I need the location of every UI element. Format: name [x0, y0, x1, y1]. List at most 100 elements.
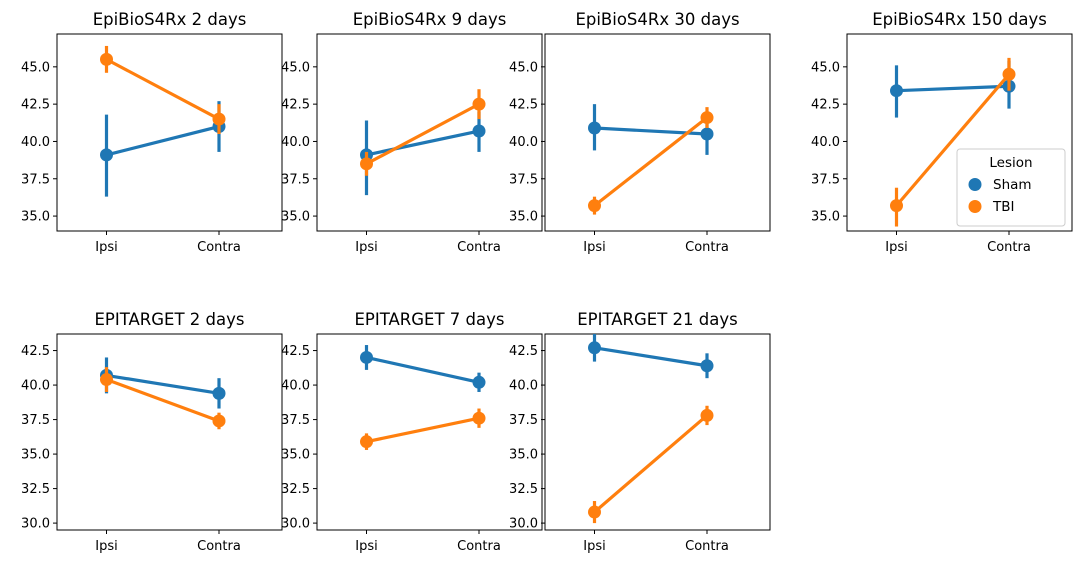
y-tick-label: 42.5 — [21, 344, 50, 359]
series-line — [593, 414, 709, 514]
chart-title: EpiBioS4Rx 9 days — [353, 10, 507, 29]
series-line — [105, 378, 220, 423]
data-point — [360, 435, 373, 449]
panel-3: EpiBioS4Rx 30 days 35.0 37.5 40.0 42.5 45.0 Ip… — [509, 10, 771, 255]
series-sham — [100, 101, 226, 197]
data-point — [360, 157, 373, 171]
x-tick-label: Contra — [685, 539, 729, 554]
legend-marker-sham — [968, 178, 982, 191]
series-line — [366, 355, 480, 384]
y-tick-label: 42.5 — [21, 98, 50, 113]
x-tick-label: Contra — [197, 539, 241, 554]
data-point — [100, 52, 113, 66]
series-line — [896, 84, 1010, 93]
plot-frame — [56, 333, 283, 531]
data-point — [588, 505, 601, 519]
x-tick-label: Ipsi — [885, 240, 907, 255]
y-tick-label: 32.5 — [281, 482, 310, 497]
x-tick-label: Contra — [457, 539, 501, 554]
y-tick-label: 37.5 — [21, 413, 50, 428]
y-tick-label: 45.0 — [21, 60, 50, 75]
data-point — [700, 408, 714, 422]
series-sham — [588, 104, 714, 155]
y-tick-label: 45.0 — [811, 60, 840, 75]
x-tick-label: Ipsi — [583, 240, 605, 255]
data-point — [360, 350, 373, 364]
plot-frame — [544, 33, 771, 232]
series-line — [365, 102, 480, 166]
series-sham — [360, 345, 486, 392]
series-tbi — [360, 89, 486, 176]
series-tbi — [890, 57, 1016, 227]
data-point — [890, 199, 903, 213]
data-point — [700, 127, 714, 141]
panel-5: EPITARGET 2 days 30.0 32.5 35.0 37.5 40.0 42.5… — [21, 310, 283, 554]
y-tick-label: 42.5 — [281, 98, 310, 113]
y-tick-label: 30.0 — [21, 517, 50, 532]
data-point — [890, 84, 903, 98]
data-point — [700, 359, 714, 373]
chart-title: EPITARGET 7 days — [354, 310, 504, 329]
data-point — [212, 386, 226, 400]
legend-box — [956, 148, 1066, 227]
panel-7: EPITARGET 21 days 30.0 32.5 35.0 37.5 40.0 42.… — [509, 310, 771, 554]
y-tick-label: 40.0 — [811, 135, 840, 150]
series-line — [366, 416, 480, 444]
x-tick-label: Ipsi — [355, 240, 377, 255]
x-tick-label: Ipsi — [95, 539, 117, 554]
series-tbi — [588, 405, 714, 524]
y-tick-label: 40.0 — [509, 379, 538, 394]
y-tick-label: 35.0 — [811, 210, 840, 225]
y-tick-label: 30.0 — [281, 517, 310, 532]
panel-6: EPITARGET 7 days 30.0 32.5 35.0 37.5 40.0 42.5… — [281, 310, 543, 554]
data-point — [100, 148, 113, 162]
chart-title: EpiBioS4Rx 150 days — [872, 10, 1047, 29]
legend-label-sham: Sham — [993, 177, 1032, 193]
data-point — [588, 341, 601, 355]
legend-label-tbi: TBI — [992, 199, 1015, 215]
y-tick-label: 42.5 — [509, 98, 538, 113]
series-line — [593, 116, 708, 207]
x-tick-label: Contra — [197, 240, 241, 255]
y-tick-label: 32.5 — [509, 482, 538, 497]
plot-frame — [846, 33, 1073, 232]
chart-title: EPITARGET 21 days — [577, 310, 738, 329]
y-tick-label: 42.5 — [509, 344, 538, 359]
data-point — [472, 124, 486, 138]
y-tick-label: 37.5 — [509, 413, 538, 428]
y-tick-label: 35.0 — [21, 448, 50, 463]
y-tick-label: 40.0 — [281, 135, 310, 150]
y-tick-label: 40.0 — [21, 379, 50, 394]
y-tick-label: 32.5 — [21, 482, 50, 497]
y-tick-label: 42.5 — [811, 98, 840, 113]
series-line — [366, 129, 480, 157]
y-tick-label: 35.0 — [281, 448, 310, 463]
x-tick-label: Contra — [987, 240, 1031, 255]
plot-frame — [56, 33, 283, 232]
y-tick-label: 45.0 — [509, 60, 538, 75]
series-tbi — [360, 408, 486, 450]
y-tick-label: 35.0 — [21, 210, 50, 225]
data-point — [1002, 67, 1016, 81]
y-tick-label: 37.5 — [509, 172, 538, 187]
data-point — [588, 199, 601, 213]
data-point — [472, 97, 486, 111]
data-point — [212, 112, 226, 126]
panel-4: EpiBioS4Rx 150 days 35.0 37.5 40.0 42.5 45.0 I… — [811, 10, 1073, 255]
series-line — [105, 57, 220, 121]
series-line — [106, 373, 220, 395]
x-tick-label: Ipsi — [95, 240, 117, 255]
data-point — [588, 121, 601, 135]
series-line — [106, 124, 220, 157]
chart-title: EpiBioS4Rx 30 days — [575, 10, 739, 29]
y-tick-label: 45.0 — [281, 60, 310, 75]
x-tick-label: Contra — [685, 240, 729, 255]
panel-1: EpiBioS4Rx 2 days 35.0 37.5 40.0 42.5 45.0 Ips… — [21, 10, 283, 255]
y-tick-label: 35.0 — [509, 448, 538, 463]
legend-marker-tbi — [968, 200, 982, 213]
y-tick-label: 37.5 — [21, 172, 50, 187]
y-tick-label: 40.0 — [281, 379, 310, 394]
x-tick-label: Ipsi — [355, 539, 377, 554]
data-point — [100, 373, 113, 387]
data-point — [212, 414, 226, 428]
